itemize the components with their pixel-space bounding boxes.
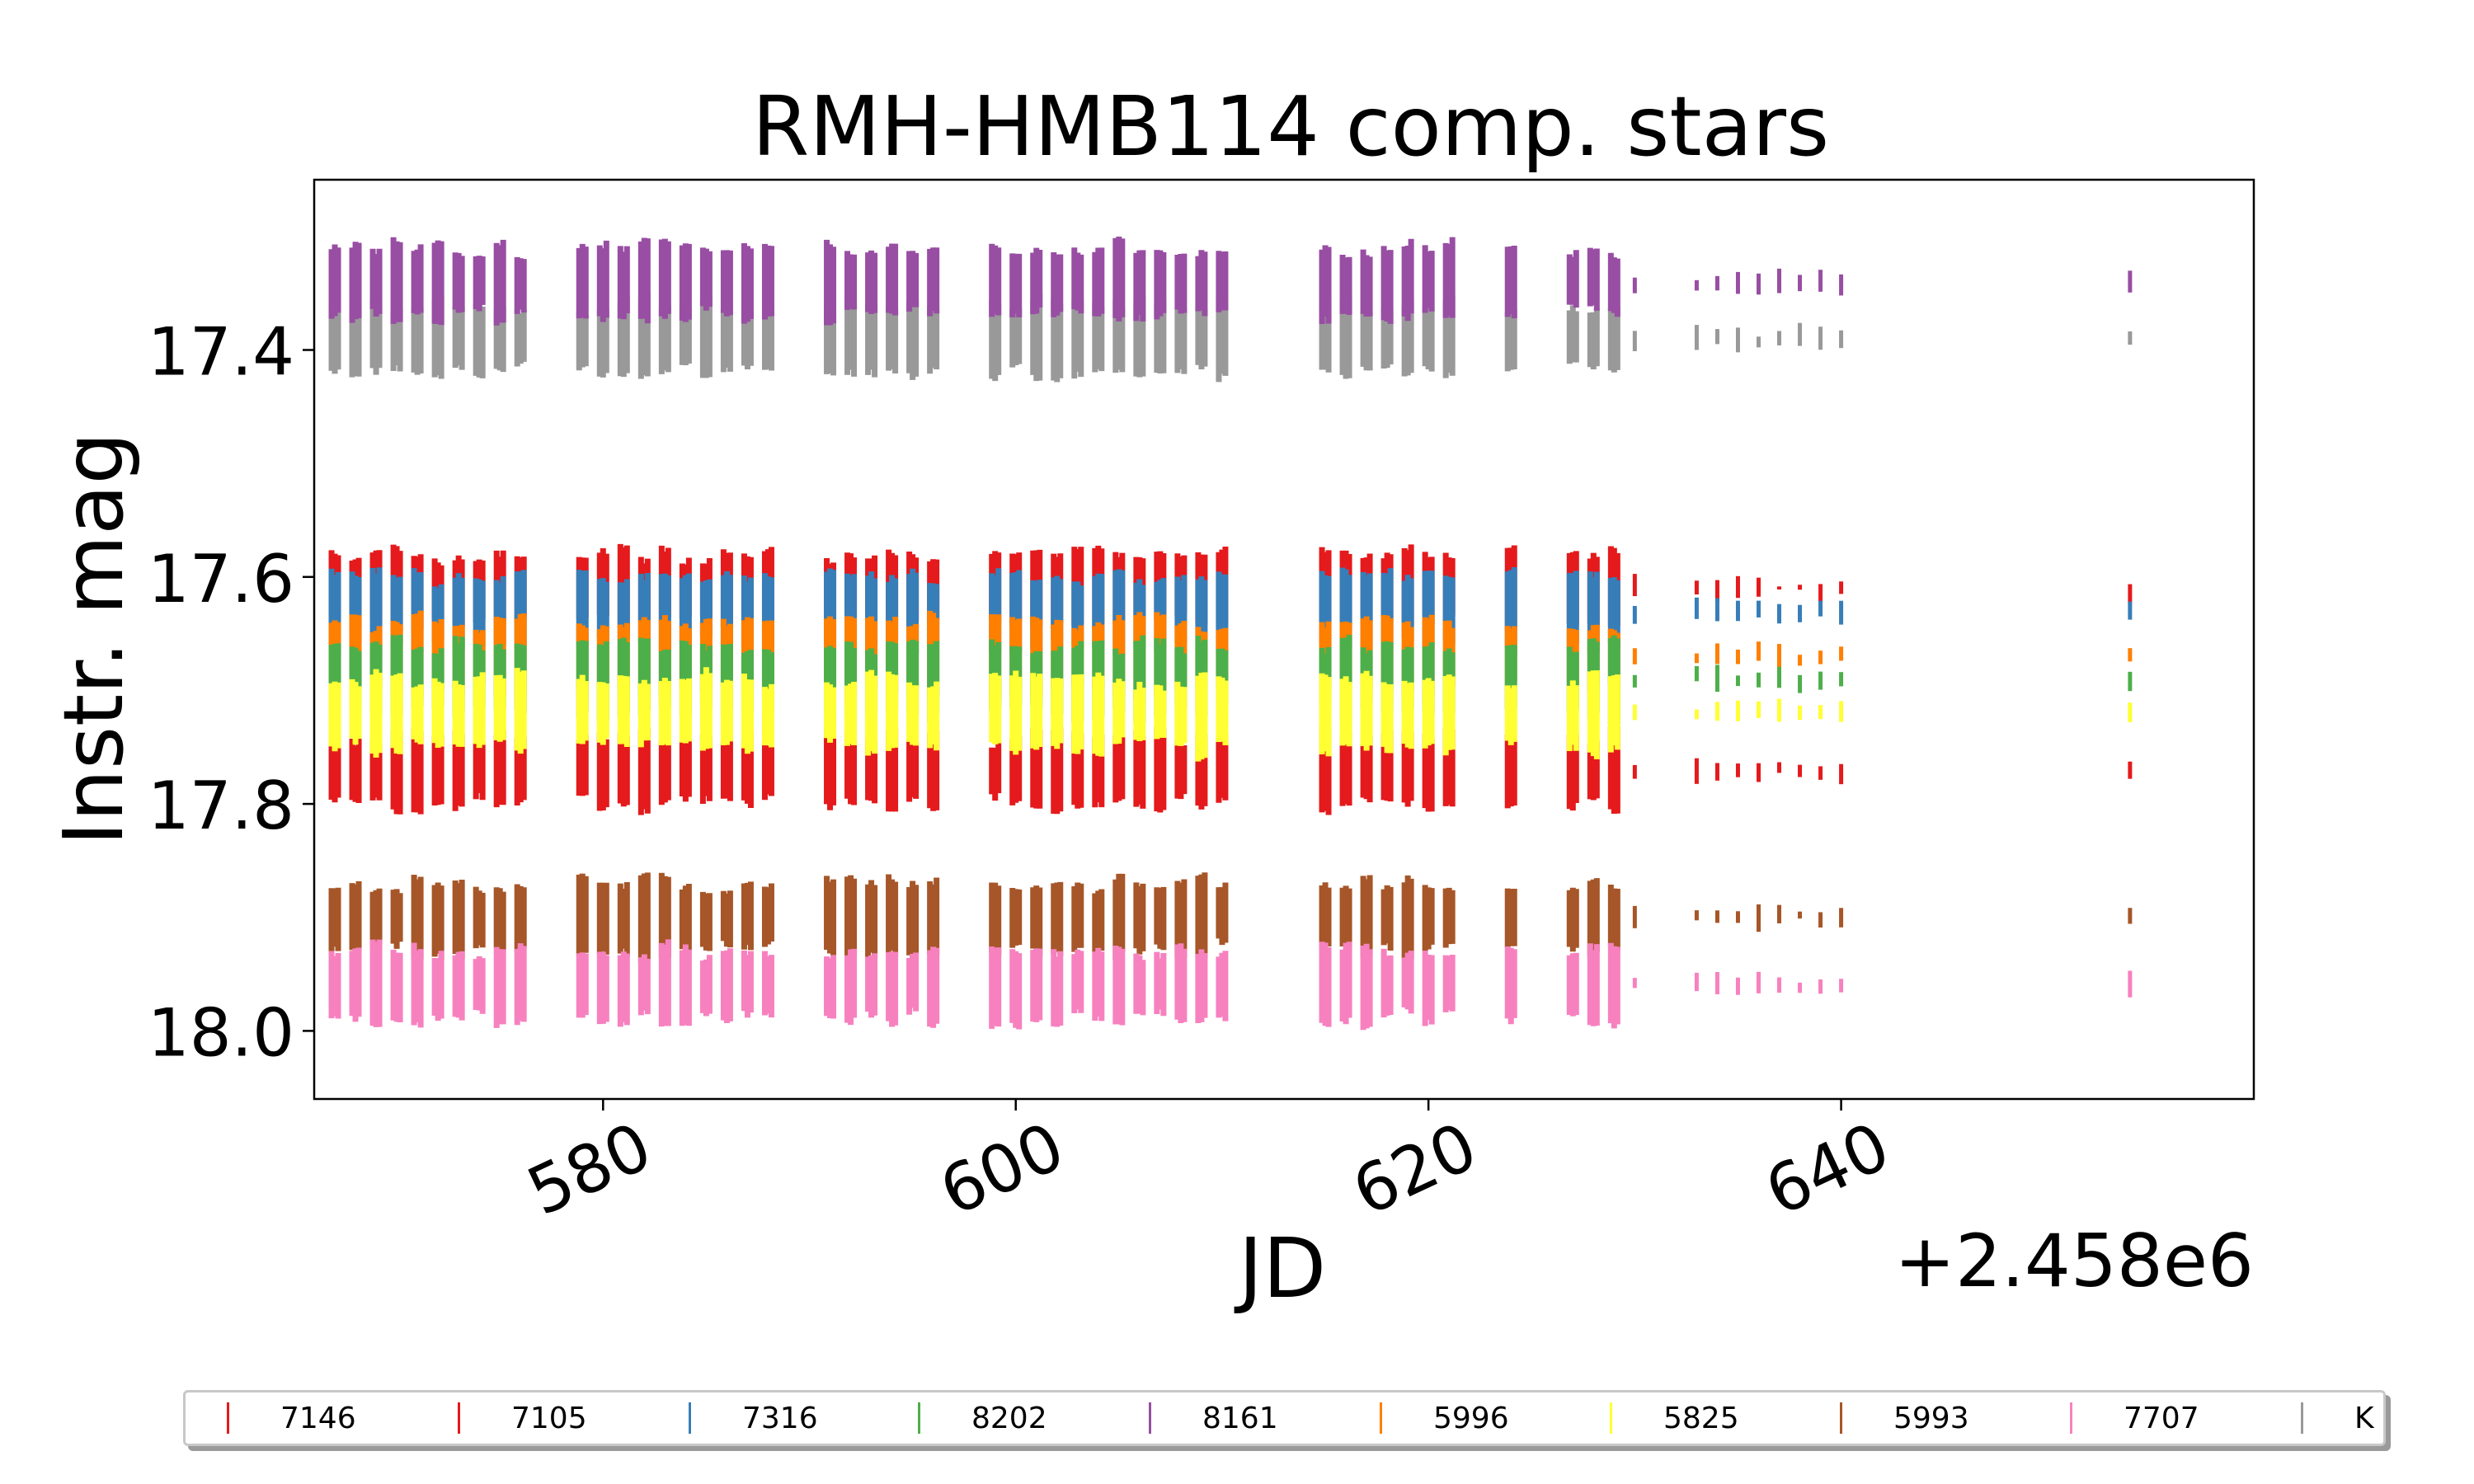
legend-label: 8202 [971, 1401, 1047, 1435]
legend-swatch [1149, 1402, 1151, 1434]
legend-item: K [2301, 1392, 2374, 1444]
legend-item: 5825 [1610, 1392, 1739, 1444]
y-tick-label: 18.0 [148, 994, 294, 1071]
x-tick-label: 600 [929, 1108, 1075, 1231]
series-5993 [328, 872, 2133, 965]
legend-item: 7707 [2070, 1392, 2199, 1444]
legend-label: 8161 [1202, 1401, 1278, 1435]
legend-swatch [1840, 1402, 1842, 1434]
y-tick-label: 17.4 [148, 313, 294, 390]
legend-label: 5993 [1893, 1401, 1969, 1435]
legend-item: 8202 [918, 1392, 1047, 1444]
plot-area-frame [313, 178, 2255, 1101]
legend-item: 5996 [1380, 1392, 1509, 1444]
legend-label: K [2354, 1401, 2374, 1435]
legend-item: 8161 [1149, 1392, 1278, 1444]
series-5825 [328, 667, 2133, 762]
legend-item: 7316 [689, 1392, 818, 1444]
legend-swatch [458, 1402, 460, 1434]
legend-label: 7707 [2124, 1401, 2199, 1435]
legend-swatch [2070, 1402, 2072, 1434]
legend-label: 7316 [742, 1401, 818, 1435]
chart-title: RMH-HMB114 comp. stars [752, 78, 1829, 175]
legend-swatch [689, 1402, 691, 1434]
x-tick-label: 620 [1342, 1108, 1489, 1231]
legend-swatch [1610, 1402, 1612, 1434]
legend-swatch [227, 1402, 229, 1434]
legend-label: 5825 [1663, 1401, 1739, 1435]
series-8161 [328, 237, 2133, 326]
legend-label: 7105 [511, 1401, 587, 1435]
data-points [328, 237, 2133, 1031]
y-tick-label: 17.6 [148, 541, 294, 618]
legend-item: 5993 [1840, 1392, 1969, 1444]
x-axis-label: JD [1234, 1220, 1327, 1317]
legend-swatch [1380, 1402, 1382, 1434]
y-axis-label: Instr. mag [45, 432, 142, 846]
y-axis-ticks: 17.4 17.6 17.8 18.0 [148, 313, 314, 1071]
x-axis-ticks: 580 600 620 640 [516, 1099, 1901, 1230]
legend-item: 7146 [227, 1392, 356, 1444]
legend-label: 7146 [280, 1401, 356, 1435]
x-axis-offset: +2.458e6 [1894, 1219, 2254, 1303]
legend-label: 5996 [1433, 1401, 1509, 1435]
legend-swatch [918, 1402, 920, 1434]
legend-swatch [2301, 1402, 2303, 1434]
x-tick-label: 580 [516, 1108, 663, 1231]
y-tick-label: 17.8 [148, 768, 294, 844]
legend-item: 7105 [458, 1392, 587, 1444]
series-7707 [328, 939, 2133, 1031]
legend: 7146 7105 7316 8202 8161 5996 5825 5993 7707 K [183, 1390, 2386, 1446]
x-tick-label: 640 [1754, 1108, 1901, 1231]
